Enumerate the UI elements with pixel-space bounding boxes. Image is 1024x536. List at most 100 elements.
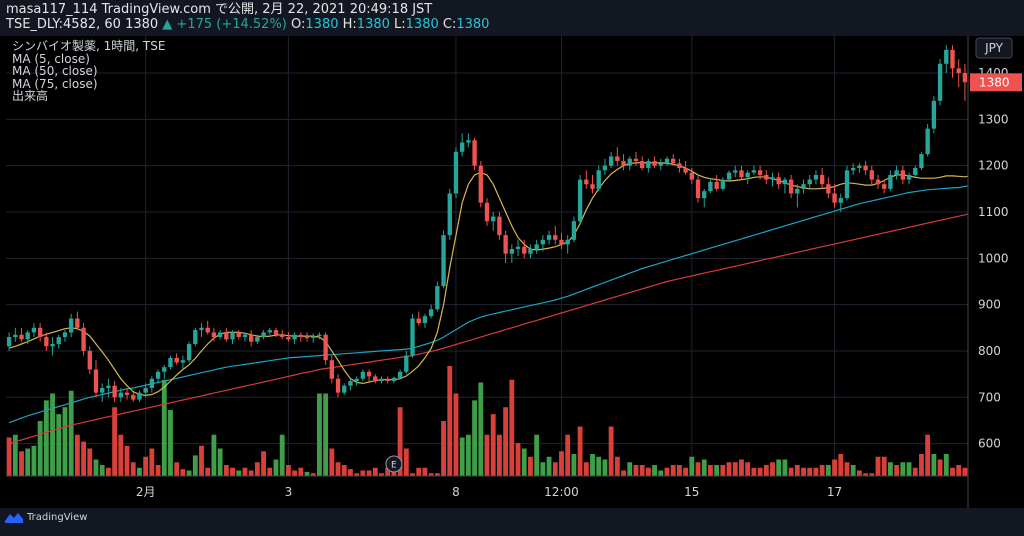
- y-tick-label: 1100: [978, 205, 1009, 219]
- candle-body: [571, 221, 577, 240]
- legend-symbol: シンバイオ製薬, 1時間, TSE: [12, 39, 166, 53]
- candle-body: [522, 246, 527, 254]
- earnings-event-icon: [385, 455, 403, 473]
- candle-body: [739, 170, 744, 178]
- volume-bar: [596, 456, 602, 476]
- candle-body: [677, 163, 682, 168]
- candle-body: [131, 394, 136, 400]
- volume-bar: [726, 462, 732, 476]
- candle-body: [13, 334, 18, 338]
- candle-body: [795, 188, 800, 194]
- volume-bar: [180, 469, 186, 476]
- volume-bar: [552, 462, 558, 476]
- volume-bar: [664, 467, 670, 476]
- volume-bar: [503, 407, 509, 476]
- volume-bar: [124, 445, 130, 476]
- volume-bar: [385, 467, 391, 476]
- volume-bar: [912, 467, 918, 476]
- volume-bar: [490, 414, 496, 476]
- volume-bar: [676, 465, 682, 476]
- candle-body: [776, 177, 781, 185]
- candle-body: [397, 371, 403, 378]
- candle-body: [503, 235, 508, 254]
- volume-bar: [931, 454, 937, 476]
- volume-bar: [881, 456, 887, 476]
- volume-bar: [689, 456, 695, 476]
- x-tick-label: 12:00: [544, 485, 579, 499]
- volume-bar: [819, 465, 825, 476]
- volume-bar: [534, 434, 540, 476]
- x-tick-label: 3: [285, 485, 293, 499]
- volume-bar: [217, 448, 223, 476]
- volume-bar: [813, 467, 819, 476]
- candle-body: [584, 179, 589, 185]
- candle-body: [813, 174, 819, 180]
- candle-body: [329, 360, 335, 379]
- volume-bar: [74, 434, 80, 476]
- low-label: L:: [394, 17, 406, 32]
- candle-body: [863, 165, 868, 171]
- candle-body: [689, 172, 694, 180]
- candle-body: [782, 179, 788, 185]
- candle-body: [695, 179, 701, 199]
- volume-bar: [559, 451, 564, 476]
- candle-body: [100, 388, 105, 393]
- candle-body: [248, 334, 254, 342]
- volume-bar: [645, 467, 651, 476]
- candle-body: [280, 334, 285, 338]
- volume-bar: [478, 382, 484, 476]
- candle-body: [931, 100, 937, 129]
- candle-body: [484, 202, 490, 222]
- candle-body: [472, 140, 477, 166]
- candle-body: [68, 318, 74, 333]
- volume-bar: [81, 441, 87, 476]
- currency-box: [975, 37, 1013, 59]
- candle-body: [770, 177, 775, 180]
- volume-bar: [360, 470, 366, 476]
- volume-bar: [925, 434, 931, 476]
- volume-bar: [906, 462, 912, 476]
- volume-bar: [12, 434, 18, 476]
- price-axis: [968, 36, 1024, 508]
- candle-body: [602, 165, 608, 171]
- candle-body: [447, 193, 452, 236]
- candle-body: [360, 371, 366, 379]
- volume-bar: [838, 454, 844, 476]
- volume-bar: [118, 434, 124, 476]
- volume-bar: [459, 437, 465, 476]
- y-tick-label: 800: [978, 344, 1001, 358]
- volume-bar: [25, 448, 31, 476]
- candle-body: [875, 179, 881, 185]
- candle-body: [93, 369, 99, 393]
- open-value: 1380: [305, 17, 339, 32]
- volume-bar: [900, 462, 906, 476]
- candle-body: [180, 360, 186, 363]
- brand[interactable]: TradingView: [5, 512, 87, 523]
- volume-bar: [956, 465, 962, 476]
- candle-body: [826, 184, 831, 194]
- candle-body: [354, 378, 359, 382]
- volume-bar: [571, 454, 577, 476]
- volume-bar: [434, 473, 440, 476]
- candle-body: [577, 179, 583, 222]
- volume-bar: [515, 443, 521, 476]
- low-value: 1380: [405, 17, 439, 32]
- candle-body: [962, 73, 968, 83]
- candle-body: [882, 184, 887, 189]
- high-value: 1380: [356, 17, 390, 32]
- candle-body: [888, 174, 893, 189]
- volume-bar: [137, 467, 142, 476]
- price-chart[interactable]: E70080090010001100120013001400600JPY1380…: [0, 36, 1024, 508]
- volume-bar: [801, 467, 806, 476]
- high-label: H:: [342, 17, 357, 32]
- volume-bar: [273, 459, 279, 476]
- candle-body: [422, 316, 428, 324]
- volume-bar: [62, 407, 68, 476]
- volume-bar: [770, 462, 775, 476]
- candle-body: [298, 334, 303, 338]
- volume-bar: [639, 465, 645, 476]
- candle-body: [81, 327, 86, 351]
- chart-area[interactable]: E 700 800 900 1000 1100 1200 1300 1400 600 JPY 1380…: [0, 36, 1024, 536]
- candle-body: [410, 318, 415, 356]
- volume-bar: [236, 470, 242, 476]
